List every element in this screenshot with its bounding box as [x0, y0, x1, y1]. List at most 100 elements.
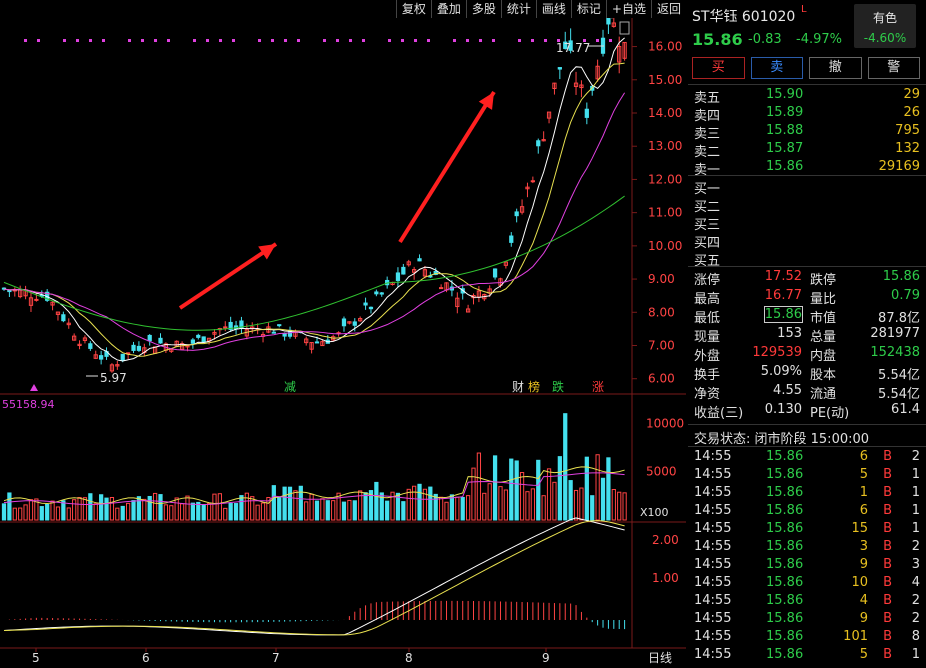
ma20-line	[3, 92, 626, 351]
quote-panel: ST华钰 601020 L 有色 -4.60% 15.86 -0.83 -4.9…	[688, 0, 926, 668]
tick-price: 15.86	[766, 521, 804, 536]
toolbar-btn-7[interactable]: 返回	[650, 0, 686, 18]
price-row: 15.86 -0.83 -4.97%	[692, 30, 852, 50]
bid-row[interactable]: 买五	[694, 250, 920, 269]
stat-value: 5.09%	[760, 364, 802, 379]
toolbar-btn-3[interactable]: 统计	[500, 0, 536, 18]
stats-row: 最低 15.86 市值 87.8亿	[694, 306, 920, 326]
tick-price: 15.86	[766, 629, 804, 644]
alert-button[interactable]: 警	[867, 57, 920, 79]
candle-body	[136, 345, 142, 351]
price-tick-label: 7.00	[648, 339, 675, 353]
volume-bar	[347, 499, 352, 521]
buy-button[interactable]: 买	[692, 57, 745, 79]
chart-area[interactable]: 16.00 15.00 14.00 13.00 12.00 11.00 10.00 9.00 8…	[0, 0, 686, 668]
volume-bar	[185, 495, 190, 521]
volume-bar	[147, 495, 152, 521]
ask-row[interactable]: 卖三 15.88 795	[694, 123, 920, 142]
toolbar-btn-6[interactable]: +自选	[605, 0, 651, 18]
indicator-dot	[388, 39, 391, 42]
candle-body	[439, 287, 444, 290]
tick-count: 2	[911, 539, 920, 554]
candle-body	[223, 326, 228, 329]
indicator-dot	[154, 39, 157, 42]
candle-body	[271, 331, 276, 334]
stat-value: 17.52	[764, 269, 802, 284]
ask-volume: 26	[903, 105, 920, 120]
tick-time: 14:55	[694, 629, 732, 644]
toolbar-btn-5[interactable]: 标记	[570, 0, 606, 18]
indicator-dot	[141, 39, 144, 42]
tick-price: 15.86	[766, 485, 804, 500]
candle-body	[158, 337, 163, 344]
candle-body	[50, 301, 55, 306]
event-marker: 跌	[552, 379, 564, 394]
volume-bar	[163, 504, 169, 521]
ask-label: 卖一	[694, 163, 721, 178]
volume-bar	[250, 496, 255, 521]
divider	[688, 424, 926, 425]
indicator-dot	[128, 39, 131, 42]
tick-time: 14:55	[694, 611, 732, 626]
macd-tick-label: 2.00	[652, 533, 679, 547]
volume-bar	[179, 503, 185, 521]
trend-arrow	[178, 242, 278, 310]
tick-volume: 101	[843, 629, 868, 644]
volume-bar	[169, 505, 174, 521]
bid-row[interactable]: 买一	[694, 178, 920, 197]
candle-body	[131, 344, 136, 351]
candle-body	[55, 311, 61, 315]
volume-bar	[293, 490, 298, 521]
ask-row[interactable]: 卖二 15.87 132	[694, 141, 920, 160]
candle-body	[557, 67, 562, 70]
volume-bar	[368, 490, 374, 521]
tick-price: 15.86	[766, 647, 804, 662]
ask-row[interactable]: 卖四 15.89 26	[694, 105, 920, 124]
candle-body	[282, 333, 287, 337]
volume-bar	[120, 505, 125, 521]
volume-bar	[266, 497, 271, 521]
bid-row[interactable]: 买二	[694, 196, 920, 215]
tick-price: 15.86	[766, 503, 804, 518]
stat-value: 5.54亿	[878, 387, 920, 402]
ask-row[interactable]: 卖一 15.86 29169	[694, 159, 920, 178]
sector-chip[interactable]: 有色 -4.60%	[854, 4, 916, 48]
volume-bar	[568, 480, 573, 521]
indicator-dot	[284, 39, 287, 42]
tick-row: 14:55 15.86 9 B 2	[694, 611, 920, 629]
sell-button[interactable]: 卖	[750, 57, 803, 79]
indicator-dot	[427, 39, 430, 42]
candle-body	[82, 337, 88, 341]
candle-body	[109, 364, 115, 372]
indicator-dot	[37, 39, 40, 42]
kline-chart[interactable]: 16.00 15.00 14.00 13.00 12.00 11.00 10.00 9.00 8…	[0, 0, 686, 668]
stat-value: 281977	[870, 326, 920, 341]
stat-label: 收益(三)	[694, 406, 744, 421]
tick-volume: 5	[859, 647, 868, 662]
volume-bar	[444, 501, 449, 521]
toolbar-btn-1[interactable]: 叠加	[430, 0, 466, 18]
x-tick-label: 5	[32, 651, 40, 665]
toolbar-btn-4[interactable]: 画线	[535, 0, 571, 18]
indicator-dot	[466, 39, 469, 42]
stat-label: 换手	[694, 368, 721, 383]
toolbar-btn-0[interactable]: 复权	[395, 0, 431, 18]
volume-bar	[174, 497, 179, 521]
tick-price: 15.86	[766, 575, 804, 590]
volume-bar	[590, 495, 595, 521]
bid-row[interactable]: 买四	[694, 232, 920, 251]
cancel-order-button[interactable]: 撤	[809, 57, 862, 79]
candle-body	[509, 235, 514, 243]
volume-bar	[439, 496, 444, 521]
volume-bar	[546, 468, 552, 521]
indicator-dot	[193, 39, 196, 42]
volume-bar	[304, 501, 309, 521]
volume-bar	[45, 503, 50, 521]
bid-row[interactable]: 买三	[694, 214, 920, 233]
toolbar-btn-2[interactable]: 多股	[465, 0, 501, 18]
tick-count: 1	[911, 485, 920, 500]
candle-body	[417, 258, 422, 262]
ask-volume: 132	[895, 141, 920, 156]
ask-row[interactable]: 卖五 15.90 29	[694, 87, 920, 106]
indicator-dot	[362, 39, 365, 42]
